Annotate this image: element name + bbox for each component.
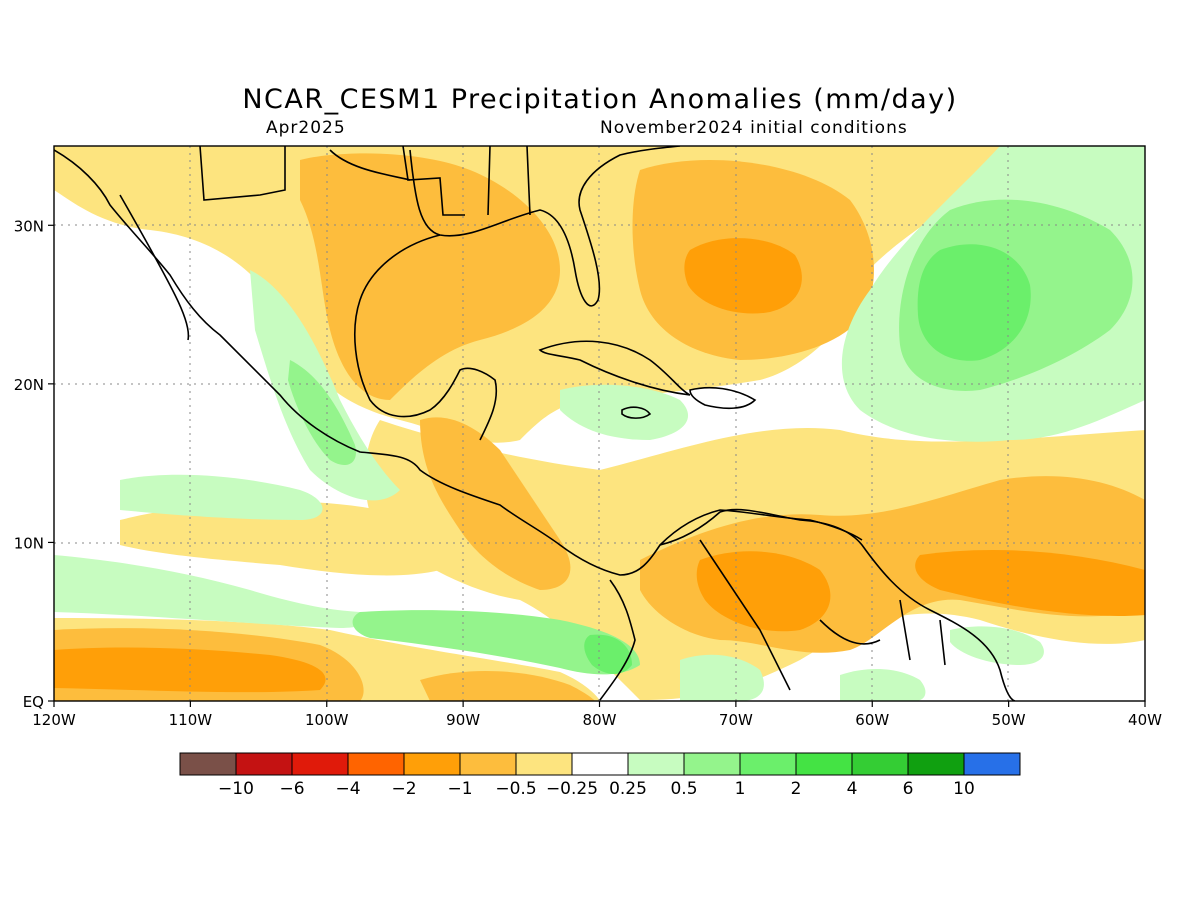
- border-us-mexico: [199, 146, 411, 201]
- colorbar-swatch: [795, 752, 853, 776]
- anomaly-wet-atlantic-center: [917, 244, 1031, 361]
- colorbar-label: 0.25: [609, 779, 647, 799]
- colorbar-label: −0.25: [546, 779, 598, 799]
- colorbar-swatch: [851, 752, 909, 776]
- lon-tick-label: 80W: [583, 711, 617, 729]
- anomaly-wet-mexico-pacific: [250, 270, 400, 501]
- anomaly-wet-mexico-pacific-core: [288, 360, 356, 465]
- lat-tick-label: EQ: [23, 693, 44, 711]
- colorbar-label: −6: [279, 779, 304, 799]
- colorbar: −10 −6 −4 −2 −1 −0.5 −0.25 0.25 0.5 1 2 4 6 10: [179, 752, 1021, 799]
- lon-tick-label: 50W: [992, 711, 1026, 729]
- colorbar-swatch: [571, 752, 629, 776]
- coastline-mexico-gulf: [354, 234, 498, 441]
- coastlines: [54, 146, 1016, 701]
- anomaly-dry-core-east-atlantic: [915, 550, 1145, 616]
- colorbar-swatch: [403, 752, 461, 776]
- lon-tick-label: 110W: [169, 711, 213, 729]
- anomaly-field: [54, 146, 1145, 701]
- colorbar-swatch: [963, 752, 1021, 776]
- map-title: NCAR_CESM1 Precipitation Anomalies (mm/d…: [242, 84, 958, 115]
- lon-tick-label: 90W: [446, 711, 480, 729]
- lon-tick-label: 100W: [305, 711, 349, 729]
- initial-conditions-label: November2024 initial conditions: [600, 118, 908, 138]
- colorbar-label: 6: [903, 779, 914, 799]
- colorbar-label: −1: [447, 779, 472, 799]
- valid-month-label: Apr2025: [266, 118, 346, 138]
- colorbar-swatch: [347, 752, 405, 776]
- anomaly-dry-core-pacific: [54, 647, 326, 693]
- coastline-gulf: [409, 146, 681, 307]
- colorbar-label: 2: [791, 779, 802, 799]
- border-south-america: [699, 539, 946, 691]
- lon-tick-label: 120W: [32, 711, 76, 729]
- colorbar-label: −4: [335, 779, 360, 799]
- anomaly-wet-eq-pacific: [352, 610, 640, 675]
- anomaly-wet-pacific-west: [54, 555, 371, 628]
- colorbar-label: −0.5: [495, 779, 536, 799]
- lon-tick-label: 40W: [1128, 711, 1162, 729]
- latitude-axis: EQ 10N 20N 30N: [14, 217, 54, 711]
- anomaly-wet-brazil-coast: [840, 668, 926, 701]
- lat-tick-label: 30N: [14, 217, 44, 235]
- colorbar-label: 4: [847, 779, 858, 799]
- coastline-south-america: [599, 508, 1016, 701]
- anomaly-dry-core-amazon: [696, 551, 831, 632]
- colorbar-swatch: [291, 752, 349, 776]
- anomaly-wet-pacific-north: [120, 474, 323, 520]
- graticule: [54, 146, 1145, 701]
- lon-tick-label: 60W: [855, 711, 889, 729]
- anomaly-wet-amazon-south: [680, 654, 764, 701]
- anomaly-dry-pacific-strip: [120, 501, 440, 576]
- colorbar-label: −2: [391, 779, 416, 799]
- colorbar-swatch: [907, 752, 965, 776]
- coastline-hispaniola: [689, 386, 757, 410]
- anomaly-dry-core-atlantic: [684, 238, 802, 314]
- colorbar-swatch: [683, 752, 741, 776]
- anomaly-dry-eq-coast: [420, 670, 595, 701]
- longitude-axis: 120W 110W 100W 90W 80W 70W 60W 50W 40W: [32, 701, 1162, 729]
- colorbar-label: 0.5: [670, 779, 697, 799]
- lat-tick-label: 20N: [14, 376, 44, 394]
- colorbar-swatch: [179, 752, 237, 776]
- lon-tick-label: 70W: [719, 711, 753, 729]
- coastline-north-america: [54, 149, 863, 576]
- colorbar-swatch: [627, 752, 685, 776]
- colorbar-swatch: [459, 752, 517, 776]
- colorbar-label: −10: [218, 779, 254, 799]
- coastline-jamaica: [621, 406, 652, 419]
- coastline-cuba: [538, 340, 691, 396]
- anomaly-wet-caribbean: [560, 384, 689, 440]
- colorbar-label: 1: [735, 779, 746, 799]
- colorbar-swatch: [739, 752, 797, 776]
- coastline-baja: [119, 194, 190, 341]
- anomaly-dry-gulf: [300, 153, 560, 400]
- lat-tick-label: 10N: [14, 534, 44, 552]
- colorbar-swatch: [235, 752, 293, 776]
- colorbar-label: 10: [953, 779, 975, 799]
- colorbar-swatch: [515, 752, 573, 776]
- anomaly-wet-eq-colombia: [584, 634, 632, 675]
- border-us-states: [402, 146, 531, 216]
